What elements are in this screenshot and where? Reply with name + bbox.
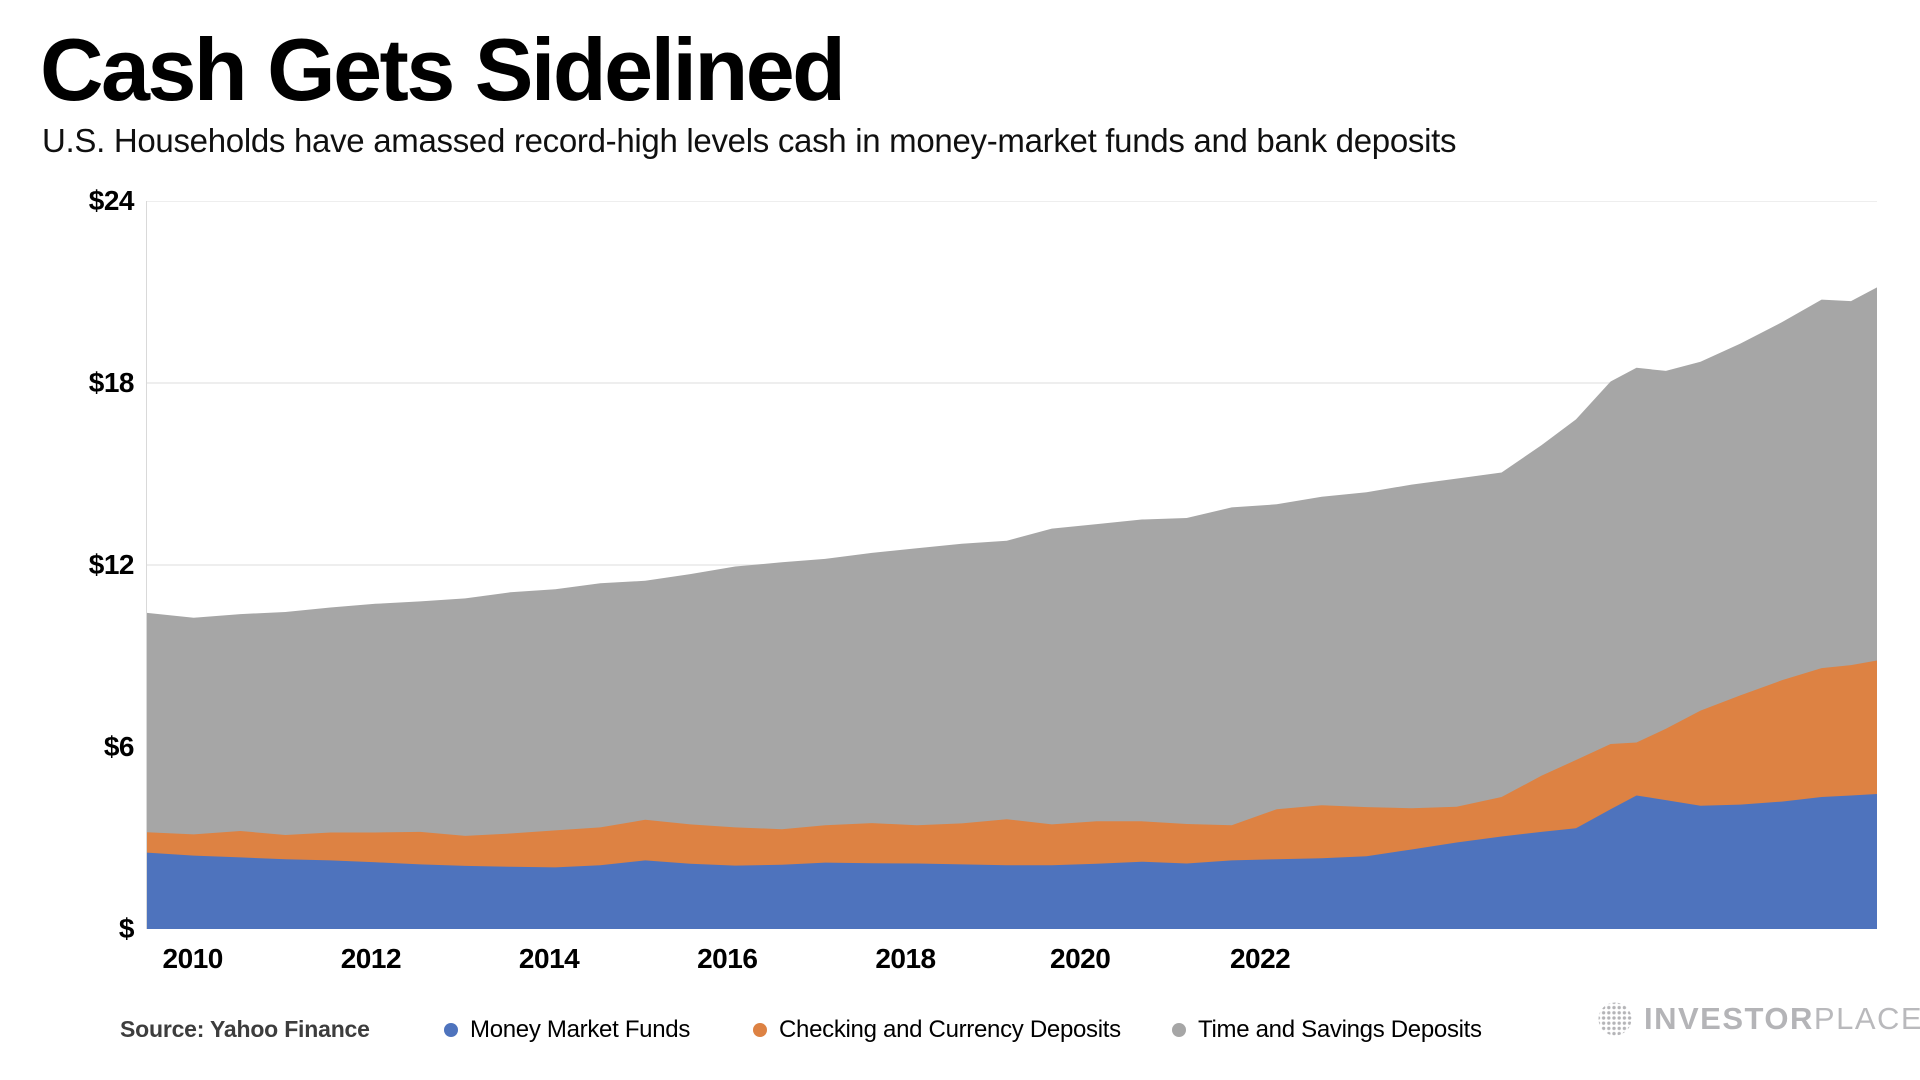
- legend-label: Time and Savings Deposits: [1198, 1016, 1482, 1043]
- y-tick-18: $18: [88, 367, 135, 398]
- brand-bold: INVESTOR: [1644, 1001, 1814, 1036]
- legend-item-checking-and-currency-deposits: Checking and Currency Deposits: [753, 1016, 1121, 1044]
- area-time-and-savings-deposits: [147, 287, 1877, 929]
- y-tick-24: $24: [88, 185, 135, 216]
- x-tick-2014: 2014: [518, 943, 580, 974]
- area-money-market-funds: [147, 794, 1877, 929]
- x-tick-2012: 2012: [340, 943, 402, 974]
- investorplace-logo: INVESTORPLACE: [1596, 1000, 1920, 1038]
- y-tick-12: $12: [88, 549, 135, 580]
- brand-wordmark: INVESTORPLACE: [1644, 1001, 1920, 1037]
- y-tick-0: $: [118, 913, 135, 944]
- page-subtitle: U.S. Households have amassed record-high…: [42, 122, 1457, 159]
- legend-label: Checking and Currency Deposits: [779, 1016, 1121, 1043]
- legend-dot-icon: [444, 1023, 458, 1037]
- legend-item-time-and-savings-deposits: Time and Savings Deposits: [1172, 1016, 1482, 1044]
- x-tick-2022: 2022: [1229, 943, 1291, 974]
- source-note: Source: Yahoo Finance: [120, 1016, 370, 1042]
- stacked-area-chart: [146, 201, 1877, 929]
- legend-item-money-market-funds: Money Market Funds: [444, 1016, 690, 1044]
- legend-dot-icon: [753, 1023, 767, 1037]
- x-tick-2010: 2010: [162, 943, 224, 974]
- legend-dot-icon: [1172, 1023, 1186, 1037]
- legend-label: Money Market Funds: [470, 1016, 691, 1043]
- dotted-globe-icon: [1598, 1002, 1632, 1036]
- x-tick-2016: 2016: [697, 943, 758, 974]
- x-tick-2018: 2018: [875, 943, 936, 974]
- brand-light: PLACE: [1813, 1001, 1920, 1036]
- y-tick-6: $6: [103, 731, 135, 762]
- x-tick-2020: 2020: [1050, 943, 1111, 974]
- page-title: Cash Gets Sidelined: [40, 20, 846, 119]
